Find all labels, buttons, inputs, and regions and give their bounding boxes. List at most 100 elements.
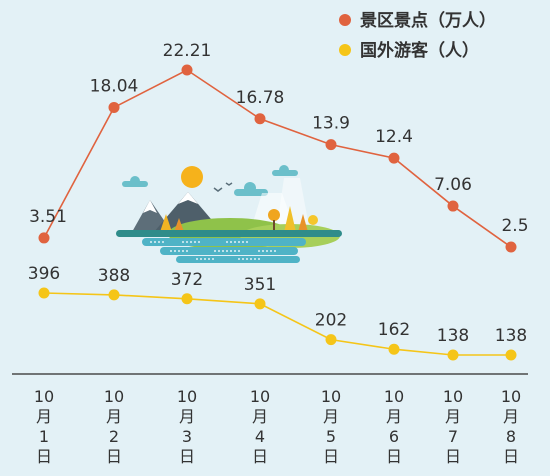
tree-icon xyxy=(174,218,184,232)
data-point xyxy=(254,298,266,310)
x-tick-label-part: 1 xyxy=(39,427,49,446)
data-label: 22.21 xyxy=(163,41,212,61)
x-tick-label-part: 月 xyxy=(179,407,195,426)
data-label: 351 xyxy=(244,275,276,295)
lake xyxy=(160,247,298,255)
x-tick-label-part: 5 xyxy=(326,427,336,446)
data-point xyxy=(108,289,120,301)
sun-icon xyxy=(181,166,203,188)
data-label: 138 xyxy=(437,326,469,346)
data-label: 372 xyxy=(171,270,203,290)
x-tick-label-part: 6 xyxy=(389,427,399,446)
data-point xyxy=(254,113,266,125)
x-tick-label-part: 日 xyxy=(36,447,52,466)
tree-icon xyxy=(284,206,296,232)
data-point xyxy=(447,200,459,212)
tree-icon xyxy=(268,209,280,221)
legend-marker xyxy=(339,44,351,56)
data-point xyxy=(388,152,400,164)
ground xyxy=(116,230,342,237)
birds-icon xyxy=(213,182,233,192)
data-point xyxy=(505,241,517,253)
water-ripples xyxy=(150,241,278,260)
series-1: 3.51 18.04 22.21 16.78 13.9 12.4 7.06 2.5 xyxy=(29,41,529,253)
data-point xyxy=(38,287,50,299)
cloud-icon xyxy=(122,176,148,187)
x-tick-label-part: 10 xyxy=(104,387,124,406)
x-tick-label-part: 月 xyxy=(445,407,461,426)
legend: 景区景点（万人） 国外游客（人） xyxy=(339,10,496,61)
data-point xyxy=(447,349,459,361)
data-point xyxy=(108,101,120,113)
data-point xyxy=(38,232,50,244)
cloud-icon xyxy=(234,182,268,196)
legend-marker xyxy=(339,14,351,26)
series-2: 396 388 372 351 202 162 138 138 xyxy=(28,264,527,361)
mountain-snow xyxy=(143,200,157,213)
x-tick-label-part: 月 xyxy=(106,407,122,426)
x-tick-label-part: 日 xyxy=(323,447,339,466)
data-label: 138 xyxy=(495,326,527,346)
series-layer: 3.51 18.04 22.21 16.78 13.9 12.4 7.06 2.5 396 388… xyxy=(28,41,529,361)
cloud-icon xyxy=(272,165,298,176)
series-line xyxy=(43,292,511,356)
x-tick-label-part: 日 xyxy=(106,447,122,466)
data-label: 16.78 xyxy=(236,88,285,108)
tree-icon xyxy=(298,214,308,232)
tree-icon xyxy=(308,215,318,225)
x-tick-label-part: 10 xyxy=(177,387,197,406)
x-tick-label-part: 日 xyxy=(179,447,195,466)
lake xyxy=(142,238,306,246)
x-tick-label-part: 10 xyxy=(250,387,270,406)
x-tick-label-part: 日 xyxy=(503,447,519,466)
x-tick-label-part: 10 xyxy=(443,387,463,406)
data-point xyxy=(181,293,193,305)
x-tick-label-part: 10 xyxy=(384,387,404,406)
data-point xyxy=(325,334,337,346)
x-tick-label-part: 月 xyxy=(36,407,52,426)
data-point xyxy=(325,139,337,151)
data-label: 7.06 xyxy=(434,175,472,195)
light-beam xyxy=(276,178,310,232)
data-label: 202 xyxy=(315,311,347,331)
mountain-snow xyxy=(178,192,198,204)
data-label: 12.4 xyxy=(375,127,413,147)
x-tick-label-part: 10 xyxy=(501,387,521,406)
legend-label: 景区景点（万人） xyxy=(360,10,496,31)
tree-icon xyxy=(160,214,172,232)
data-label: 3.51 xyxy=(29,207,67,227)
legend-label: 国外游客（人） xyxy=(360,40,479,61)
landscape-illustration xyxy=(116,165,342,263)
data-point xyxy=(181,64,193,76)
data-label: 13.9 xyxy=(312,114,350,134)
data-label: 162 xyxy=(378,320,410,340)
legend-item: 国外游客（人） xyxy=(339,40,479,61)
data-point xyxy=(505,349,517,361)
x-tick-label-part: 月 xyxy=(252,407,268,426)
x-tick-label-part: 7 xyxy=(448,427,458,446)
x-tick-label-part: 4 xyxy=(255,427,265,446)
x-tick-label-part: 2 xyxy=(109,427,119,446)
legend-item: 景区景点（万人） xyxy=(339,10,496,31)
x-tick-label-part: 日 xyxy=(386,447,402,466)
series-line xyxy=(43,69,512,248)
data-label: 396 xyxy=(28,264,60,284)
data-label: 388 xyxy=(98,266,130,286)
data-point xyxy=(388,343,400,355)
x-tick-label-part: 8 xyxy=(506,427,516,446)
x-tick-label-part: 3 xyxy=(182,427,192,446)
data-label: 2.5 xyxy=(501,216,528,236)
x-tick-label-part: 月 xyxy=(323,407,339,426)
x-tick-label-part: 10 xyxy=(321,387,341,406)
x-tick-label-part: 10 xyxy=(34,387,54,406)
